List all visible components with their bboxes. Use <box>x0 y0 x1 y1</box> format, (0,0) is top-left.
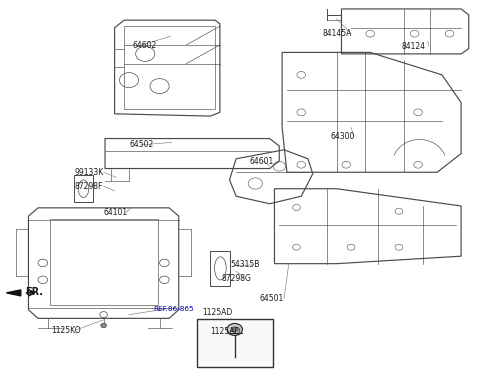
Polygon shape <box>6 290 21 296</box>
Text: 84124: 84124 <box>402 42 426 51</box>
Text: 1125KO: 1125KO <box>51 326 81 335</box>
Circle shape <box>227 323 242 335</box>
Text: 64602: 64602 <box>132 41 156 50</box>
Text: FR.: FR. <box>25 287 44 297</box>
Circle shape <box>231 327 238 332</box>
Text: 99133K: 99133K <box>75 168 104 177</box>
Text: 64501: 64501 <box>259 294 283 303</box>
Text: 64601: 64601 <box>250 156 274 165</box>
Text: 87298F: 87298F <box>75 182 103 191</box>
Text: 64300: 64300 <box>331 132 355 141</box>
Text: 84145A: 84145A <box>323 29 352 38</box>
Text: 87298G: 87298G <box>222 274 252 283</box>
Text: 54315B: 54315B <box>230 260 260 269</box>
Text: 64101: 64101 <box>104 208 128 217</box>
Text: 1125AD: 1125AD <box>202 308 232 317</box>
Text: 64502: 64502 <box>130 140 154 149</box>
FancyBboxPatch shape <box>197 319 273 367</box>
Circle shape <box>101 323 107 328</box>
Text: 1125AD: 1125AD <box>210 327 240 336</box>
Text: REF.86-865: REF.86-865 <box>153 306 193 312</box>
